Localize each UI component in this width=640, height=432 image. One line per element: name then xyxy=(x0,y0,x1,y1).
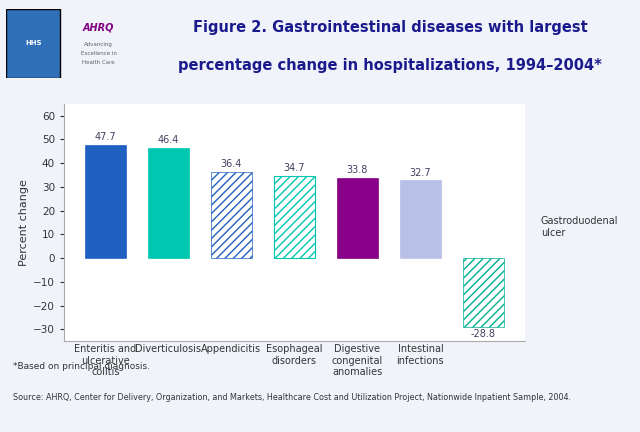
Text: 33.8: 33.8 xyxy=(347,165,368,175)
Text: *Based on principal diagnosis.: *Based on principal diagnosis. xyxy=(13,362,150,372)
Bar xyxy=(211,172,252,258)
Text: 47.7: 47.7 xyxy=(95,133,116,143)
FancyBboxPatch shape xyxy=(6,9,60,78)
Text: Figure 2. Gastrointestinal diseases with largest: Figure 2. Gastrointestinal diseases with… xyxy=(193,20,588,35)
Bar xyxy=(400,181,441,258)
Text: Health Care: Health Care xyxy=(83,60,115,65)
Bar xyxy=(463,258,504,327)
Text: -28.8: -28.8 xyxy=(471,330,496,340)
Bar xyxy=(211,172,252,258)
Text: 34.7: 34.7 xyxy=(284,163,305,173)
Text: Source: AHRQ, Center for Delivery, Organization, and Markets, Healthcare Cost an: Source: AHRQ, Center for Delivery, Organ… xyxy=(13,393,571,402)
Text: AHRQ: AHRQ xyxy=(83,23,115,33)
Text: Excellence in: Excellence in xyxy=(81,51,116,56)
Bar xyxy=(337,178,378,258)
Bar xyxy=(85,145,126,258)
Text: 32.7: 32.7 xyxy=(410,168,431,178)
Text: Advancing: Advancing xyxy=(84,42,113,47)
Text: HHS: HHS xyxy=(25,40,42,46)
Y-axis label: Percent change: Percent change xyxy=(19,179,29,266)
Bar xyxy=(274,176,315,258)
Bar xyxy=(274,176,315,258)
Text: 36.4: 36.4 xyxy=(221,159,242,169)
Text: percentage change in hospitalizations, 1994–2004*: percentage change in hospitalizations, 1… xyxy=(179,57,602,73)
Text: Gastroduodenal
ulcer: Gastroduodenal ulcer xyxy=(541,216,618,238)
Text: 46.4: 46.4 xyxy=(157,136,179,146)
Bar xyxy=(148,148,189,258)
Bar xyxy=(463,258,504,327)
